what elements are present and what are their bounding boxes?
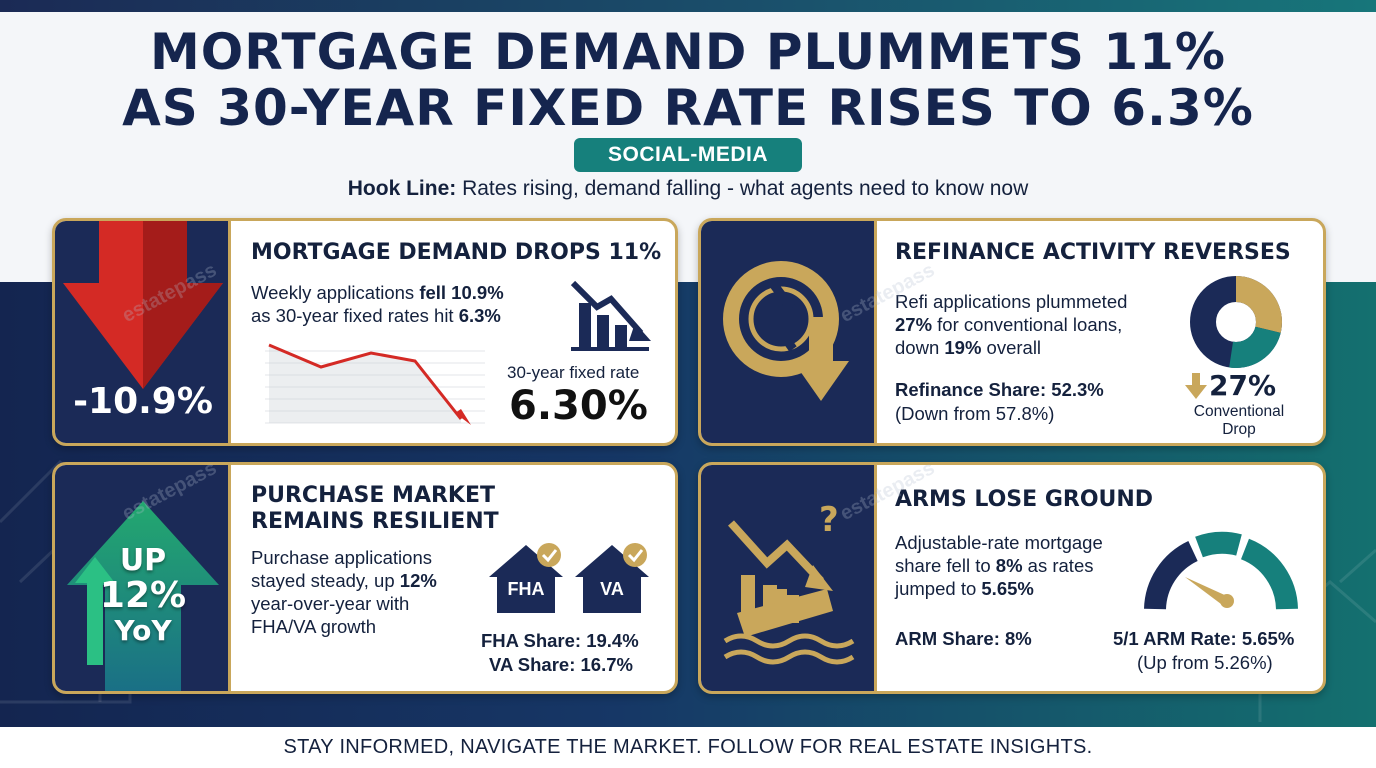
arrow-up-icon (67, 501, 219, 691)
card-icon-panel: UP 12% YoY (55, 465, 231, 691)
rate-gauge-icon (1144, 531, 1298, 610)
falling-bar-chart-icon (570, 280, 651, 351)
arm-rate-sub: (Up from 5.26%) (1137, 652, 1273, 673)
refinance-donut-chart (1190, 276, 1282, 368)
card-mortgage-demand: -10.9% MORTGAGE DEMAND DROPS 11% Weekly … (52, 218, 678, 446)
refinance-share-sub: (Down from 57.8%) (895, 403, 1055, 424)
purchase-title: PURCHASE MARKET REMAINS RESILIENT (251, 483, 499, 535)
hook-label: Hook Line: (347, 177, 457, 200)
category-tag: SOCIAL-MEDIA (574, 138, 802, 172)
purchase-text: Purchase applications stayed steady, up … (251, 546, 437, 638)
title-line-1: MORTGAGE DEMAND PLUMMETS 11% (149, 23, 1227, 81)
refinance-text-c: for conventional loans, (932, 314, 1123, 335)
refinance-text-f: overall (981, 337, 1042, 358)
down-arrow-icon (1185, 373, 1207, 399)
refinance-drop-label: Conventional Drop (1171, 403, 1307, 439)
refinance-text-b: 27% (895, 314, 933, 335)
card-icon-panel: ? (701, 465, 877, 691)
refinance-text-a: Refi applications plummeted (895, 291, 1128, 312)
broken-refresh-icon (723, 261, 849, 401)
arm-share: ARM Share: 8% (895, 628, 1032, 649)
arms-text: Adjustable-rate mortgage share fell to 8… (895, 531, 1103, 600)
top-band (0, 0, 1376, 12)
drop-label-line-2: Drop (1222, 421, 1256, 438)
card-refinance: REFINANCE ACTIVITY REVERSES Refi applica… (698, 218, 1326, 446)
refinance-text-e: 19% (944, 337, 982, 358)
purchase-title-line-2: REMAINS RESILIENT (251, 509, 499, 534)
arms-text-a: Adjustable-rate mortgage (895, 532, 1103, 553)
arm-rate: 5/1 ARM Rate: 5.65% (1113, 628, 1295, 649)
hook-text: Rates rising, demand falling - what agen… (456, 177, 1029, 200)
demand-text-d: 6.3% (458, 305, 501, 326)
demand-text: Weekly applications fell 10.9% as 30-yea… (251, 281, 504, 327)
badge-line-2: 12% (99, 575, 187, 616)
rate-value: 6.30% (509, 383, 648, 429)
demand-text-a: Weekly applications (251, 282, 420, 303)
donut-segment-teal (1190, 276, 1282, 368)
drop-label-line-1: Conventional (1193, 403, 1285, 420)
arms-title: ARMS LOSE GROUND (895, 487, 1154, 512)
title-line-2: AS 30-YEAR FIXED RATE RISES TO 6.3% (122, 79, 1254, 137)
va-house-icon: VA (573, 541, 651, 615)
card-purchase: UP 12% YoY PURCHASE MARKET REMAINS RESIL… (52, 462, 678, 694)
purchase-text-e: FHA/VA growth (251, 616, 377, 637)
purchase-text-d: year-over-year with (251, 593, 410, 614)
arrow-down-icon (63, 221, 223, 389)
refinance-drop-value: 27% (1209, 369, 1277, 402)
arms-text-f: 5.65% (981, 578, 1034, 599)
card-icon-panel: -10.9% (55, 221, 231, 443)
sinking-house-icon: ? (723, 500, 855, 665)
purchase-text-a: Purchase applications (251, 547, 432, 568)
arms-text-d: as rates (1022, 555, 1094, 576)
rate-label: 30-year fixed rate (507, 363, 640, 382)
purchase-text-c: 12% (399, 570, 437, 591)
rate-trend-line-chart (265, 343, 485, 425)
va-house-label: VA (600, 579, 624, 599)
footer-cta: STAY INFORMED, NAVIGATE THE MARKET. FOLL… (0, 727, 1376, 768)
fha-house-icon: FHA (487, 541, 565, 615)
badge-line-3: YoY (114, 614, 172, 647)
refinance-title: REFINANCE ACTIVITY REVERSES (895, 240, 1291, 265)
fha-share: FHA Share: 19.4% (481, 630, 639, 651)
card-icon-panel (701, 221, 877, 443)
refinance-text: Refi applications plummeted 27% for conv… (895, 290, 1127, 359)
arms-text-e: jumped to (895, 578, 982, 599)
refinance-share: Refinance Share: 52.3% (895, 379, 1104, 400)
fha-house-label: FHA (507, 579, 545, 599)
badge-line-1: UP (119, 543, 167, 578)
svg-text:?: ? (819, 500, 839, 540)
card-arms: ? ARMS LOSE GROUND Adjustable-rate mortg… (698, 462, 1326, 694)
hook-line: Hook Line: Rates rising, demand falling … (0, 177, 1376, 201)
purchase-title-line-1: PURCHASE MARKET (251, 483, 495, 508)
arms-text-b: share fell to (895, 555, 996, 576)
demand-big-value: -10.9% (73, 381, 213, 422)
purchase-text-b: stayed steady, up (251, 570, 400, 591)
demand-text-b: fell 10.9% (419, 282, 504, 303)
va-share: VA Share: 16.7% (489, 654, 633, 675)
purchase-badge: UP 12% YoY (55, 543, 228, 647)
demand-title: MORTGAGE DEMAND DROPS 11% (251, 240, 662, 265)
donut-segment-gold (1190, 276, 1282, 368)
arms-text-c: 8% (995, 555, 1023, 576)
demand-text-c: as 30-year fixed rates hit (251, 305, 459, 326)
refinance-text-d: down (895, 337, 945, 358)
page-title: MORTGAGE DEMAND PLUMMETS 11% AS 30-YEAR … (0, 24, 1376, 136)
